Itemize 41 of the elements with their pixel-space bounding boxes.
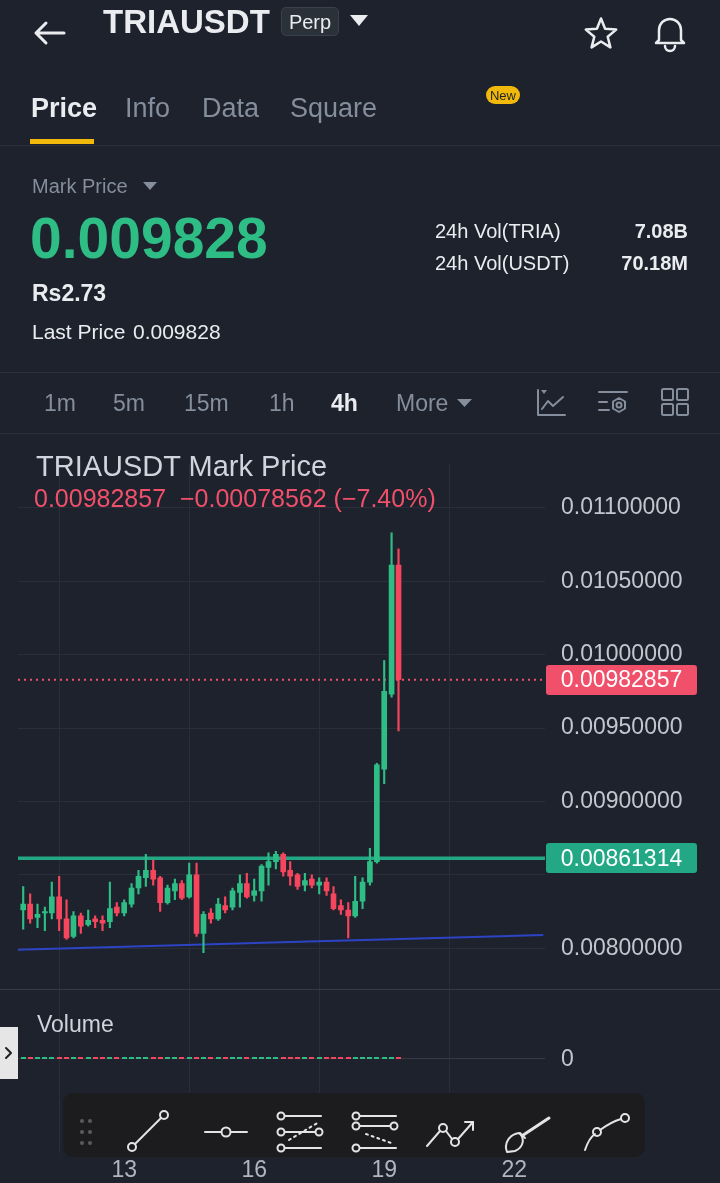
- text: 5m: [113, 390, 145, 416]
- candlestick: [34, 903, 41, 928]
- text: Info: [125, 93, 171, 123]
- text: 0: [561, 1045, 574, 1072]
- candlestick: [99, 915, 106, 931]
- ref-line-label: 0.00861314: [546, 843, 697, 874]
- text: 70.18M: [621, 252, 688, 274]
- text: 15m: [184, 390, 229, 416]
- text: 1h: [269, 390, 295, 416]
- y-tick-label: 0.01050000: [561, 566, 683, 593]
- text: 4h: [331, 390, 358, 416]
- text: 1m: [44, 390, 76, 416]
- y-tick-label: 0.00900000: [561, 786, 683, 813]
- y-tick-label: 0.00800000: [561, 933, 683, 960]
- text: 0.009828: [30, 206, 268, 270]
- ref-line-label: 0.00982857: [546, 664, 697, 695]
- x-tick-label: 13: [111, 1156, 137, 1183]
- badge: New: [486, 86, 520, 104]
- text: Data: [202, 93, 260, 123]
- y-tick-label: 0.01000000: [561, 639, 683, 666]
- text: Mark Price: [32, 175, 128, 197]
- text: 24h Vol(TRIA): [435, 220, 561, 242]
- chart-title: TRIAUSDT Mark Price: [36, 450, 328, 482]
- candlestick: [265, 852, 272, 886]
- text: 7.08B: [634, 220, 688, 242]
- text: Price: [31, 93, 98, 123]
- badge: Perp: [281, 7, 339, 36]
- y-tick-label: 0.01100000: [561, 493, 681, 520]
- text: Rs2.73: [32, 280, 107, 306]
- x-tick-label: 19: [371, 1156, 398, 1183]
- x-tick-label: 16: [241, 1156, 267, 1183]
- text: TRIAUSDT: [103, 3, 270, 40]
- text: 24h Vol(USDT): [435, 252, 570, 274]
- text: More: [396, 390, 449, 416]
- y-tick-label: 0.00950000: [561, 713, 683, 740]
- text: Volume: [37, 1011, 114, 1038]
- text: Last Price: [32, 320, 126, 343]
- text: 0.00982857 −0.00078562 (−7.40%): [34, 484, 436, 512]
- text: 0.009828: [133, 320, 221, 343]
- x-tick-label: 22: [501, 1156, 528, 1183]
- text: Square: [290, 93, 378, 123]
